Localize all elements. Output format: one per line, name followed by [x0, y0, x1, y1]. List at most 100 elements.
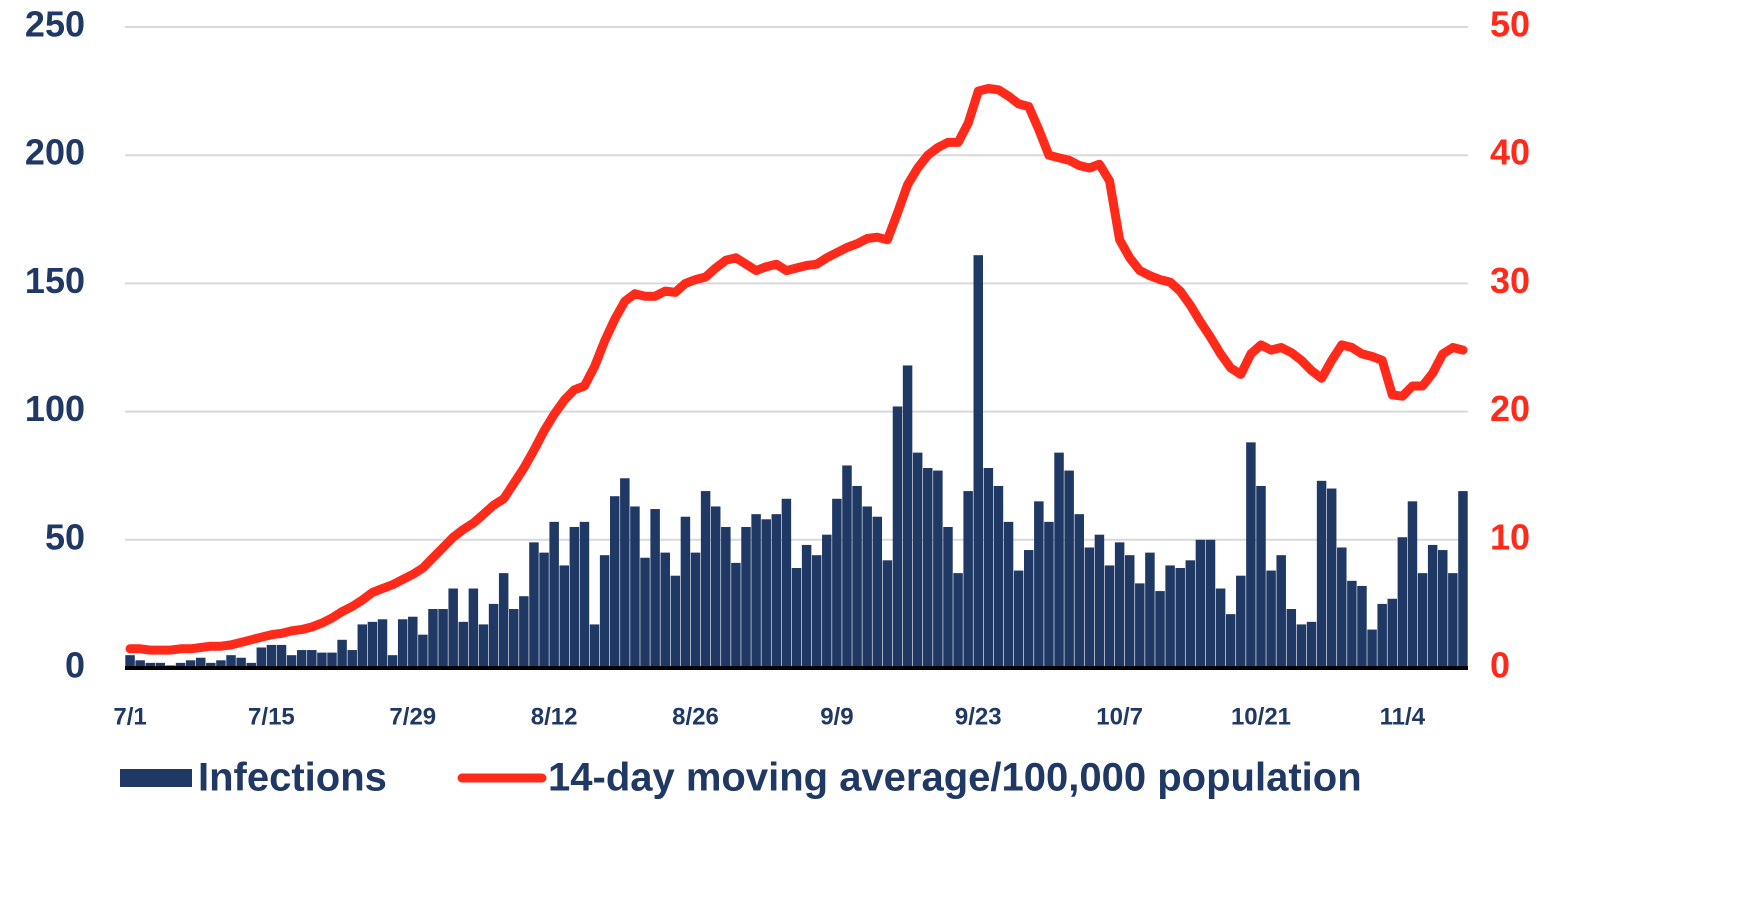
y2-tick-label: 40	[1490, 132, 1530, 173]
bar	[478, 624, 489, 668]
bar	[1114, 542, 1125, 668]
y2-tick-label: 0	[1490, 645, 1510, 686]
legend-swatch	[120, 769, 192, 787]
bar	[327, 652, 337, 668]
bar	[1367, 629, 1377, 668]
y2-tick-label: 30	[1490, 260, 1530, 301]
x-tick-label: 8/12	[531, 703, 578, 730]
x-tick-label: 7/15	[248, 703, 295, 730]
bar	[1397, 537, 1408, 668]
bar	[852, 485, 862, 668]
bar	[468, 588, 479, 668]
bar	[832, 498, 842, 668]
x-tick-label: 8/26	[672, 703, 719, 730]
bar	[519, 596, 529, 668]
bar	[397, 619, 408, 668]
bar	[418, 634, 428, 668]
bar	[1024, 550, 1034, 668]
bar	[902, 365, 913, 668]
bar	[1044, 521, 1054, 668]
bar	[559, 565, 569, 668]
bar	[1448, 573, 1458, 668]
bar	[892, 406, 903, 668]
bar	[1003, 521, 1014, 668]
bar	[1013, 570, 1024, 668]
bar	[700, 491, 711, 668]
bar	[408, 616, 418, 668]
bar	[1387, 598, 1398, 668]
bar	[943, 526, 953, 668]
bar	[529, 542, 539, 668]
bar	[993, 485, 1004, 668]
bar	[923, 468, 933, 668]
bar	[276, 644, 287, 668]
bar	[660, 552, 670, 668]
bar	[226, 655, 236, 668]
bar	[1347, 580, 1357, 668]
bar	[912, 452, 923, 668]
x-tick-label: 10/21	[1231, 703, 1291, 730]
x-tick-label: 9/23	[955, 703, 1002, 730]
y-tick-label: 50	[45, 516, 85, 557]
bar	[1195, 539, 1206, 668]
bar	[801, 544, 812, 668]
x-tick-label: 7/29	[389, 703, 436, 730]
bar	[1215, 588, 1226, 668]
bar	[963, 491, 973, 668]
bar	[670, 575, 681, 668]
bar	[761, 519, 771, 668]
bar	[690, 552, 701, 668]
bar	[609, 496, 620, 668]
bar	[1155, 591, 1165, 668]
bar	[438, 609, 448, 668]
bar	[1306, 621, 1317, 668]
bar	[367, 621, 378, 668]
bar	[549, 521, 559, 668]
bar	[185, 660, 196, 668]
bar	[458, 621, 469, 668]
bar	[882, 560, 893, 668]
y-tick-label: 150	[25, 260, 85, 301]
bar	[1034, 501, 1044, 668]
bar	[509, 609, 519, 668]
bar	[216, 660, 226, 668]
bar	[1316, 480, 1327, 668]
bar	[286, 655, 297, 668]
bar	[347, 650, 357, 668]
bar	[1337, 547, 1347, 668]
x-tick-label: 7/1	[113, 703, 146, 730]
bar	[741, 526, 751, 668]
bar	[599, 555, 610, 668]
line	[125, 84, 1468, 655]
bar	[1236, 575, 1246, 668]
bar	[569, 526, 580, 668]
y-tick-label: 250	[25, 4, 85, 45]
bar	[1407, 501, 1418, 668]
bar	[620, 478, 630, 668]
y2-tick-label: 20	[1490, 388, 1530, 429]
bar	[296, 650, 307, 668]
y2-tick-label: 10	[1490, 516, 1530, 557]
bar	[125, 655, 135, 668]
bar	[1165, 565, 1175, 668]
bar	[1104, 565, 1115, 668]
bar	[872, 516, 883, 668]
bar	[1246, 442, 1256, 668]
bar	[488, 603, 499, 668]
bar	[317, 652, 327, 668]
bar	[1286, 609, 1297, 668]
bar	[650, 509, 660, 668]
bar	[811, 555, 822, 668]
bar	[448, 588, 458, 668]
bar	[781, 498, 792, 668]
bar	[1064, 470, 1074, 668]
bar	[266, 644, 277, 668]
bar	[1135, 583, 1145, 668]
bar	[337, 639, 347, 668]
x-tick-label: 10/7	[1096, 703, 1143, 730]
bar	[933, 470, 943, 668]
bar	[751, 514, 761, 668]
bar	[721, 526, 731, 668]
bar	[680, 516, 691, 668]
